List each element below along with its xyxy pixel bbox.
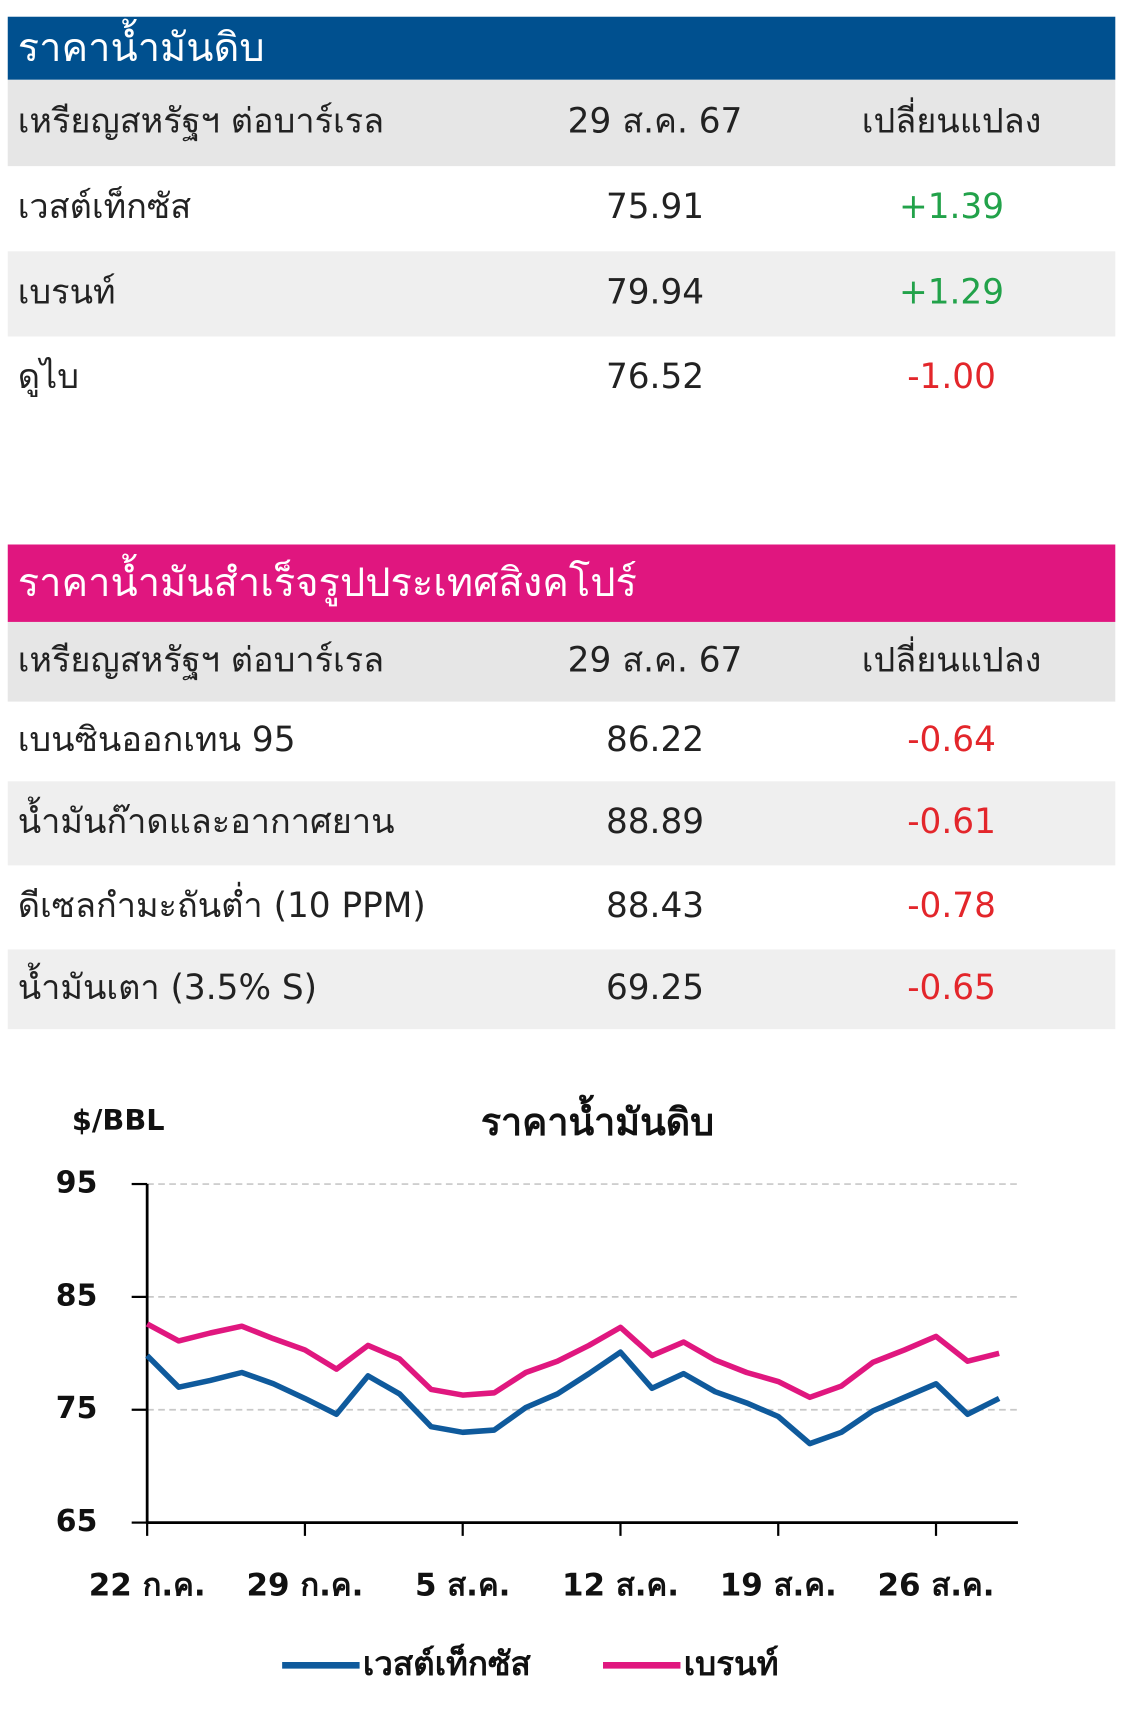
row-bg [7,251,1116,337]
cell: -0.65 [907,968,996,1008]
cell: 88.43 [606,886,704,926]
cell: ดีเซลกำมะถันต่ำ (10 PPM) [18,882,426,926]
row-bg [7,781,1116,866]
header-cell: เหรียญสหรัฐฯ ต่อบาร์เรล [18,101,384,141]
header-cell: 29 ส.ค. 67 [568,640,743,680]
title-bar [7,16,1116,80]
row-bg [7,949,1116,1030]
y-tick-label: 65 [56,1504,98,1539]
header-cell: เปลี่ยนแปลง [862,636,1042,680]
cell: -0.78 [907,886,996,926]
cell: เบรนท์ [18,272,116,312]
y-tick-label: 95 [56,1166,98,1201]
y-tick-label: 75 [56,1391,98,1426]
cell: -0.61 [907,802,996,842]
x-tick-label: 29 ก.ค. [246,1567,363,1603]
legend-label: เวสต์เท็กซัส [363,1643,532,1683]
cell: 69.25 [606,968,704,1008]
cell: 88.89 [606,802,704,842]
cell: 86.22 [606,720,704,760]
cell: ดูไบ [18,357,79,397]
header-cell: เหรียญสหรัฐฯ ต่อบาร์เรล [18,640,384,680]
cell: เวสต์เท็กซัส [18,185,191,227]
x-tick-label: 5 ส.ค. [415,1567,510,1603]
y-tick-label: 85 [56,1278,98,1313]
legend-label: เบรนท์ [684,1644,779,1683]
cell: 75.91 [606,187,704,227]
cell: 76.52 [606,357,704,397]
table-title: ราคาน้ำมันดิบ [18,18,265,71]
cell: 79.94 [606,272,704,312]
header-cell: 29 ส.ค. 67 [568,101,743,141]
cell: -1.00 [907,357,996,397]
cell: +1.39 [899,187,1004,227]
header-cell: เปลี่ยนแปลง [862,97,1042,141]
line-series [145,1321,1000,1401]
cell: -0.64 [907,720,996,760]
cell: น้ำมันก๊าดและอากาศยาน [18,796,395,842]
x-tick-label: 26 ส.ค. [877,1567,994,1603]
line-series [145,1349,1001,1447]
cell: เบนซินออกเทน 95 [18,720,296,760]
y-axis-label: $/BBL [72,1103,165,1137]
cell: +1.29 [899,272,1004,312]
cell: น้ำมันเตา (3.5% S) [18,962,317,1008]
x-tick-label: 12 ส.ค. [562,1567,679,1603]
title-bar [7,544,1116,622]
header-row [7,621,1116,702]
header-row [7,79,1116,167]
chart-title: ราคาน้ำมันดิบ [481,1094,714,1144]
x-tick-label: 19 ส.ค. [720,1567,837,1603]
x-tick-label: 22 ก.ค. [89,1567,206,1603]
table-title: ราคาน้ำมันสำเร็จรูปประเทศสิงคโปร์ [18,553,637,606]
